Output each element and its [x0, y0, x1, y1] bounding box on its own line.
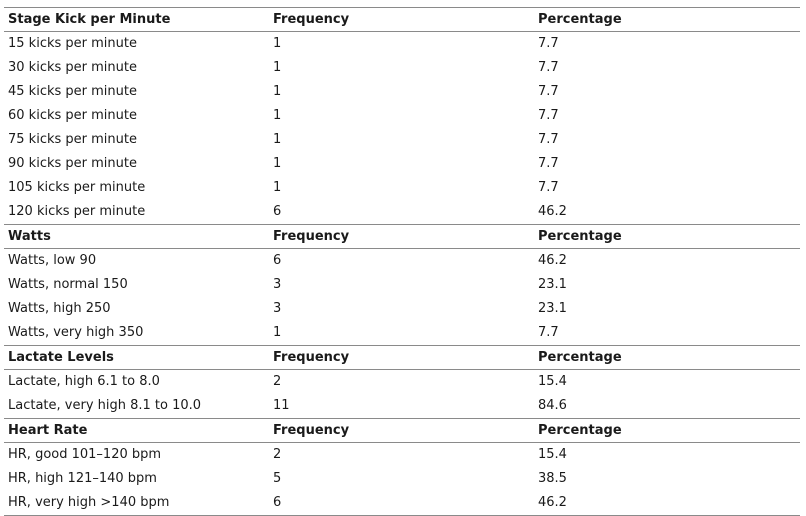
table-row: Watts, normal 150 3 23.1 — [4, 273, 800, 297]
row-percentage: 46.2 — [534, 249, 800, 274]
row-percentage: 7.7 — [534, 176, 800, 200]
frequency-header: Frequency — [269, 346, 534, 370]
section-header-row: Stage Kick per Minute Frequency Percenta… — [4, 8, 800, 32]
row-frequency: 1 — [269, 321, 534, 346]
row-label: Watts, normal 150 — [4, 273, 269, 297]
row-frequency: 1 — [269, 32, 534, 57]
table-row: 105 kicks per minute 1 7.7 — [4, 176, 800, 200]
section-watts: Watts Frequency Percentage Watts, low 90… — [4, 225, 800, 346]
frequency-header: Frequency — [269, 419, 534, 443]
row-label: 75 kicks per minute — [4, 128, 269, 152]
row-label: Lactate, very high 8.1 to 10.0 — [4, 394, 269, 419]
row-label: Watts, very high 350 — [4, 321, 269, 346]
table-row: Watts, low 90 6 46.2 — [4, 249, 800, 274]
row-percentage: 7.7 — [534, 152, 800, 176]
row-frequency: 2 — [269, 370, 534, 395]
row-frequency: 1 — [269, 152, 534, 176]
table-row: 120 kicks per minute 6 46.2 — [4, 200, 800, 225]
row-percentage: 7.7 — [534, 321, 800, 346]
row-frequency: 2 — [269, 443, 534, 468]
table-row: 15 kicks per minute 1 7.7 — [4, 32, 800, 57]
row-label: 120 kicks per minute — [4, 200, 269, 225]
section-heart-rate: Heart Rate Frequency Percentage HR, good… — [4, 419, 800, 516]
percentage-header: Percentage — [534, 419, 800, 443]
table-row: 45 kicks per minute 1 7.7 — [4, 80, 800, 104]
section-header-row: Heart Rate Frequency Percentage — [4, 419, 800, 443]
percentage-header: Percentage — [534, 8, 800, 32]
row-label: HR, good 101–120 bpm — [4, 443, 269, 468]
row-label: Watts, low 90 — [4, 249, 269, 274]
table-row: 75 kicks per minute 1 7.7 — [4, 128, 800, 152]
section-stage-kick: Stage Kick per Minute Frequency Percenta… — [4, 8, 800, 225]
row-percentage: 38.5 — [534, 467, 800, 491]
row-percentage: 46.2 — [534, 200, 800, 225]
row-frequency: 1 — [269, 128, 534, 152]
frequency-table: Stage Kick per Minute Frequency Percenta… — [4, 7, 800, 516]
section-header-row: Lactate Levels Frequency Percentage — [4, 346, 800, 370]
table-row: Lactate, very high 8.1 to 10.0 11 84.6 — [4, 394, 800, 419]
table-row: Watts, high 250 3 23.1 — [4, 297, 800, 321]
row-percentage: 7.7 — [534, 80, 800, 104]
row-percentage: 7.7 — [534, 128, 800, 152]
table-row: Lactate, high 6.1 to 8.0 2 15.4 — [4, 370, 800, 395]
row-frequency: 3 — [269, 297, 534, 321]
row-percentage: 84.6 — [534, 394, 800, 419]
row-label: 30 kicks per minute — [4, 56, 269, 80]
row-frequency: 6 — [269, 200, 534, 225]
row-percentage: 7.7 — [534, 32, 800, 57]
row-label: 45 kicks per minute — [4, 80, 269, 104]
row-label: HR, high 121–140 bpm — [4, 467, 269, 491]
table-row: 60 kicks per minute 1 7.7 — [4, 104, 800, 128]
category-header: Watts — [4, 225, 269, 249]
category-header: Lactate Levels — [4, 346, 269, 370]
percentage-header: Percentage — [534, 225, 800, 249]
row-label: Lactate, high 6.1 to 8.0 — [4, 370, 269, 395]
row-frequency: 1 — [269, 80, 534, 104]
row-percentage: 23.1 — [534, 273, 800, 297]
row-label: 60 kicks per minute — [4, 104, 269, 128]
row-frequency: 1 — [269, 176, 534, 200]
section-header-row: Watts Frequency Percentage — [4, 225, 800, 249]
table-row: Watts, very high 350 1 7.7 — [4, 321, 800, 346]
row-label: 90 kicks per minute — [4, 152, 269, 176]
frequency-header: Frequency — [269, 225, 534, 249]
row-frequency: 1 — [269, 56, 534, 80]
row-percentage: 7.7 — [534, 104, 800, 128]
row-frequency: 5 — [269, 467, 534, 491]
row-label: Watts, high 250 — [4, 297, 269, 321]
category-header: Heart Rate — [4, 419, 269, 443]
row-percentage: 15.4 — [534, 370, 800, 395]
row-percentage: 15.4 — [534, 443, 800, 468]
table-row: HR, high 121–140 bpm 5 38.5 — [4, 467, 800, 491]
row-label: 15 kicks per minute — [4, 32, 269, 57]
row-frequency: 11 — [269, 394, 534, 419]
table-row: 90 kicks per minute 1 7.7 — [4, 152, 800, 176]
table-row: HR, good 101–120 bpm 2 15.4 — [4, 443, 800, 468]
percentage-header: Percentage — [534, 346, 800, 370]
row-label: 105 kicks per minute — [4, 176, 269, 200]
row-frequency: 1 — [269, 104, 534, 128]
row-percentage: 7.7 — [534, 56, 800, 80]
frequency-header: Frequency — [269, 8, 534, 32]
row-percentage: 23.1 — [534, 297, 800, 321]
row-frequency: 6 — [269, 249, 534, 274]
row-frequency: 3 — [269, 273, 534, 297]
category-header: Stage Kick per Minute — [4, 8, 269, 32]
section-lactate: Lactate Levels Frequency Percentage Lact… — [4, 346, 800, 419]
table-row: 30 kicks per minute 1 7.7 — [4, 56, 800, 80]
